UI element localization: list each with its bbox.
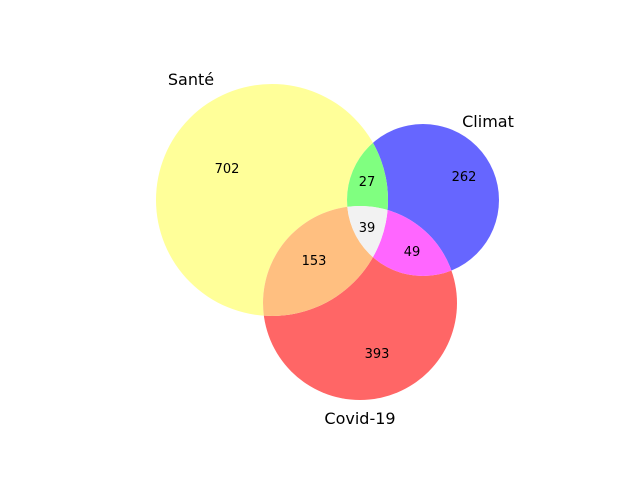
- set-label-sante: Santé: [168, 70, 214, 89]
- count-climat-only: 262: [452, 170, 477, 185]
- region-climat-covid: [347, 206, 457, 276]
- set-label-covid: Covid-19: [324, 409, 395, 428]
- count-sante-climat: 27: [359, 175, 376, 190]
- count-sante-only: 702: [215, 162, 240, 177]
- count-sante-covid: 153: [302, 254, 327, 269]
- count-covid-only: 393: [365, 347, 390, 362]
- count-all-three: 39: [359, 221, 376, 236]
- set-label-climat: Climat: [462, 112, 514, 131]
- count-climat-covid: 49: [404, 245, 421, 260]
